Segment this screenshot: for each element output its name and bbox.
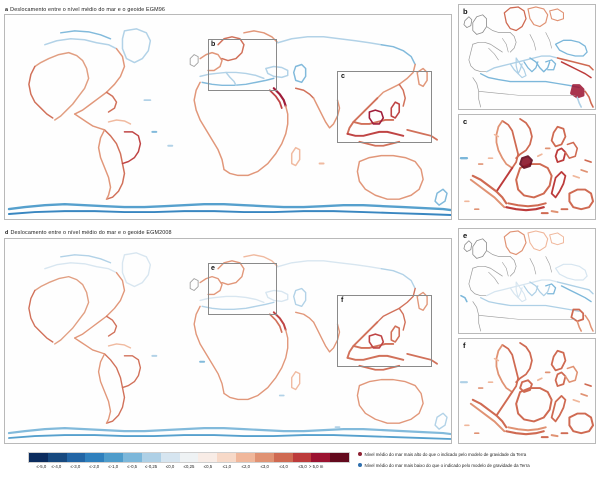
colorbar-tick-6: ≤-0,25 [145,463,158,469]
panel-b-inset-map: b [458,4,596,110]
colorbar-tick-13: ≤4,0 [279,463,288,469]
colorbar [28,452,350,463]
colorbar-swatch-16 [330,453,350,462]
panel-c-map-svg [459,115,595,219]
panel-f-letter: f [463,341,466,350]
panel-c-letter: c [463,117,468,126]
locator-label-f: f [341,297,344,304]
colorbar-swatch-4 [104,453,124,462]
colorbar-tick-9: ≤0,5 [203,463,213,469]
colorbar-swatch-8 [179,453,199,462]
colorbar-tick-14: ≤5,0 [298,463,307,469]
colorbar-tick-7: ≤0,0 [165,463,175,469]
colorbar-swatch-14 [292,453,312,462]
panel-d-tag: d [5,230,9,236]
legend-note-low: Nível médio do mar mais baixo do que o i… [358,463,598,468]
colorbar-swatch-1 [47,453,67,462]
colorbar-tick-0: ≤-5,0 [36,463,47,469]
colorbar-swatch-3 [85,453,105,462]
legend-note-low-text: Nível médio do mar mais baixo do que o i… [364,462,530,468]
legend-marker-low-icon [358,462,362,467]
colorbar-tick-2: ≤-3,0 [70,463,81,469]
colorbar-tick-1: ≤-4,0 [51,463,62,469]
locator-label-b: b [211,41,216,48]
panel-a-world-map: b c [4,14,452,220]
colorbar-tick-12: ≤3,0 [260,463,269,469]
colorbar-group: ≤-5,0 ≤-4,0 ≤-3,0 ≤-2,0 ≤-1,0 ≤-0,5 ≤-0,25 ≤0,0… [28,452,350,475]
panel-e-letter: e [463,231,468,240]
colorbar-tick-10: ≤1,0 [222,463,232,469]
colorbar-swatch-13 [273,453,293,462]
colorbar-swatch-11 [236,453,255,462]
panel-a-title-text: Deslocamento entre o nível médio do mar … [10,7,166,13]
panel-a-title: a Deslocamento entre o nível médio do mar… [5,7,166,13]
colorbar-swatch-7 [160,453,180,462]
locator-label-c: c [341,73,345,80]
colorbar-swatch-5 [123,453,142,462]
colorbar-tick-11: ≤2,0 [241,463,250,469]
colorbar-swatch-9 [198,453,218,462]
panel-a-map-svg [5,15,451,219]
panel-d-title-text: Deslocamento entre o nível médio do mar … [10,230,172,236]
colorbar-swatch-12 [254,453,274,462]
colorbar-tick-labels: ≤-5,0 ≤-4,0 ≤-3,0 ≤-2,0 ≤-1,0 ≤-0,5 ≤-0,25 ≤0,0… [28,463,350,475]
colorbar-tick-3: ≤-2,0 [89,463,100,469]
panel-c-inset-map: c [458,114,596,220]
legend-marker-high-icon [358,452,362,457]
panel-b-letter: b [463,7,468,16]
colorbar-swatch-6 [141,453,161,462]
legend-note-high-text: Nível médio do mar mais alto do que o in… [364,452,527,457]
colorbar-tick-8: ≤0,25 [183,463,195,469]
panel-f-inset-map: f [458,338,596,444]
colorbar-swatch-15 [311,453,331,462]
panel-a-tag: a [5,7,9,13]
panel-d-title: d Deslocamento entre o nível médio do mar… [5,230,172,236]
legend-note-high: Nível médio do mar mais alto do que o in… [358,452,598,457]
colorbar-swatch-0 [29,453,48,462]
legend-notes: Nível médio do mar mais alto do que o in… [358,452,598,473]
locator-label-e: e [211,265,215,272]
panel-f-map-svg [459,339,595,443]
panel-e-map-svg [459,229,595,333]
colorbar-tick-5: ≤-0,5 [127,463,138,469]
colorbar-tick-4: ≤-1,0 [108,463,119,469]
panel-d-map-svg [5,239,451,443]
colorbar-swatch-2 [66,453,86,462]
colorbar-tick-15: > 5,0 m [308,463,324,469]
panel-b-map-svg [459,5,595,109]
panel-e-inset-map: e [458,228,596,334]
colorbar-swatch-10 [217,453,237,462]
panel-d-world-map: e f [4,238,452,444]
